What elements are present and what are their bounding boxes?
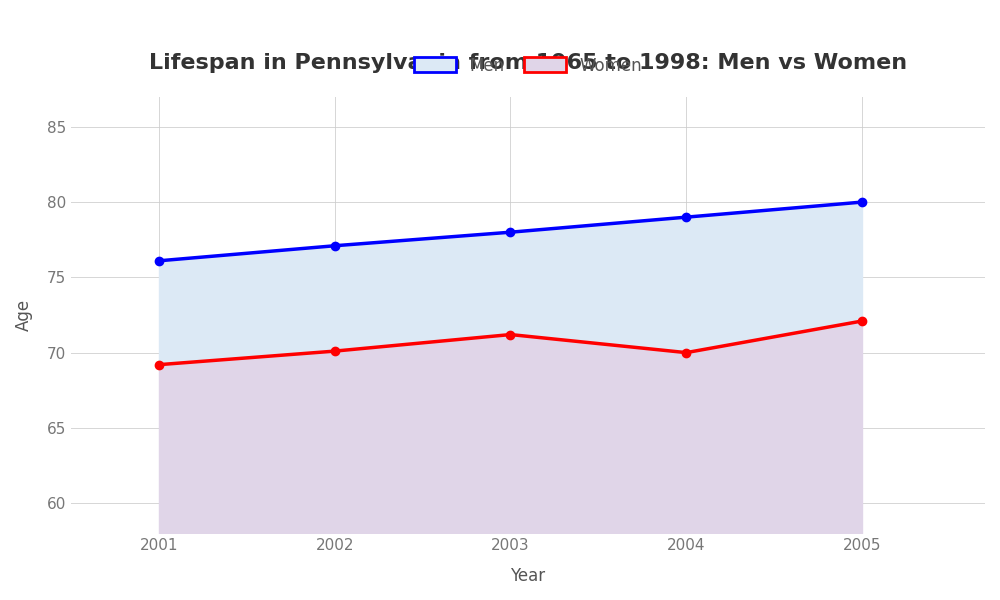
Y-axis label: Age: Age xyxy=(15,299,33,331)
X-axis label: Year: Year xyxy=(511,567,546,585)
Title: Lifespan in Pennsylvania from 1965 to 1998: Men vs Women: Lifespan in Pennsylvania from 1965 to 19… xyxy=(149,53,907,73)
Legend: Men, Women: Men, Women xyxy=(406,49,650,83)
